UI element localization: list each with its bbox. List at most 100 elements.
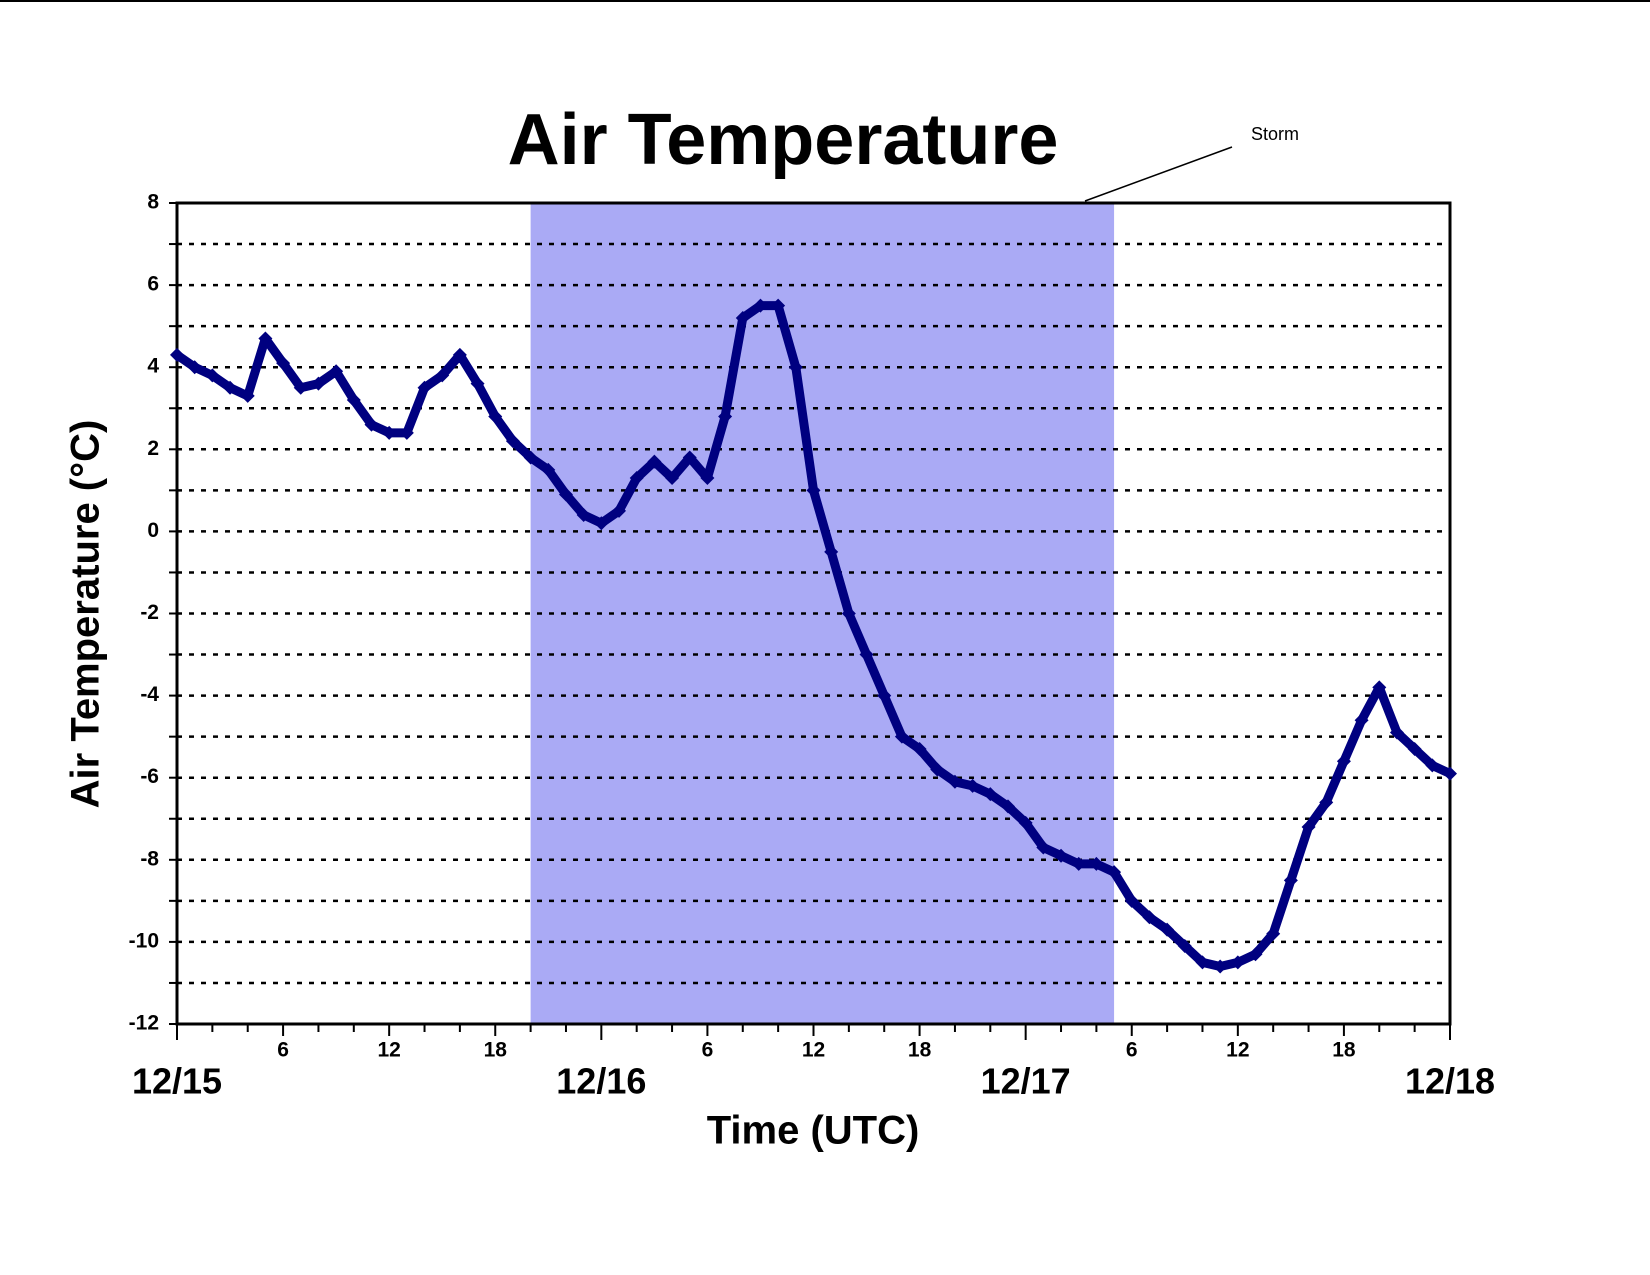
marker: [912, 741, 927, 756]
marker: [364, 417, 379, 432]
marker: [947, 774, 962, 789]
x-tick-label: 6: [1126, 1039, 1138, 1062]
y-tick-label: -10: [129, 929, 159, 952]
x-tick-label: 6: [277, 1039, 289, 1062]
marker: [1425, 758, 1440, 773]
x-tick-label: 12: [1226, 1039, 1249, 1062]
x-date-label: 12/15: [132, 1061, 222, 1102]
marker: [205, 368, 220, 383]
marker: [382, 425, 397, 440]
x-tick-label: 6: [702, 1039, 714, 1062]
marker: [576, 507, 591, 522]
marker: [1018, 815, 1033, 830]
marker: [1301, 819, 1316, 834]
marker: [488, 409, 503, 424]
marker: [170, 347, 184, 362]
marker: [1336, 754, 1351, 769]
marker: [700, 471, 715, 486]
marker: [1124, 893, 1139, 908]
y-tick-label: 4: [147, 355, 159, 378]
marker: [718, 409, 733, 424]
y-tick-label: -4: [140, 683, 159, 706]
x-tick-label: 12: [802, 1039, 825, 1062]
marker: [452, 347, 467, 362]
x-axis-label: Time (UTC): [707, 1109, 920, 1153]
marker: [1389, 725, 1404, 740]
marker: [1213, 959, 1228, 974]
marker: [930, 762, 945, 777]
x-tick-label: 18: [908, 1039, 932, 1062]
storm-band: [530, 203, 1115, 1024]
x-tick-label: 12: [377, 1039, 400, 1062]
chart-title: Air Temperature: [508, 100, 1059, 180]
marker: [1407, 741, 1422, 756]
marker: [1107, 865, 1122, 880]
marker: [1054, 848, 1069, 863]
marker: [1443, 766, 1457, 781]
marker: [1372, 680, 1387, 695]
marker: [1160, 922, 1175, 937]
marker: [417, 380, 432, 395]
marker: [806, 483, 821, 498]
marker: [824, 544, 839, 559]
marker: [665, 471, 680, 486]
marker: [682, 450, 697, 465]
x-tick-label: 18: [484, 1039, 508, 1062]
marker: [965, 778, 980, 793]
marker: [788, 360, 803, 375]
x-date-label: 12/17: [981, 1061, 1071, 1102]
y-tick-label: -2: [140, 601, 159, 624]
marker: [276, 356, 291, 371]
marker: [399, 425, 414, 440]
marker: [541, 462, 556, 477]
marker: [523, 450, 538, 465]
marker: [558, 487, 573, 502]
marker: [329, 364, 344, 379]
marker: [841, 606, 856, 621]
marker: [240, 388, 255, 403]
marker: [594, 516, 609, 531]
marker: [223, 380, 238, 395]
marker: [629, 471, 644, 486]
marker: [1142, 910, 1157, 925]
marker: [435, 368, 450, 383]
marker: [1089, 856, 1104, 871]
x-date-label: 12/16: [556, 1061, 646, 1102]
plot-frame: [175, 201, 1452, 1026]
y-tick-label: 6: [147, 273, 159, 296]
marker: [346, 393, 361, 408]
marker: [612, 503, 627, 518]
marker: [258, 331, 273, 346]
y-tick-label: -12: [129, 1012, 159, 1035]
marker: [771, 298, 786, 313]
y-axis-label: Air Temperature (°C): [64, 420, 108, 809]
marker: [647, 454, 662, 469]
x-date-label: 12/18: [1405, 1061, 1495, 1102]
y-tick-label: -6: [140, 765, 159, 788]
y-tick-label: 2: [147, 437, 159, 460]
marker: [894, 729, 909, 744]
marker: [1354, 713, 1369, 728]
marker: [187, 360, 202, 375]
y-tick-label: 8: [147, 191, 159, 214]
y-tick-label: -8: [140, 847, 159, 870]
marker: [983, 787, 998, 802]
marker: [293, 380, 308, 395]
marker: [1177, 939, 1192, 954]
marker: [1000, 799, 1015, 814]
marker: [1036, 840, 1051, 855]
marker: [1319, 795, 1334, 810]
marker: [1195, 955, 1210, 970]
annotation-leader: [1084, 146, 1233, 202]
marker: [1266, 926, 1281, 941]
marker: [311, 376, 326, 391]
marker: [505, 434, 520, 449]
marker: [1283, 873, 1298, 888]
marker: [1071, 856, 1086, 871]
marker: [735, 310, 750, 325]
marker: [1248, 947, 1263, 962]
annotation-text: Storm: [1251, 124, 1299, 144]
y-tick-label: 0: [147, 519, 159, 542]
marker: [859, 647, 874, 662]
